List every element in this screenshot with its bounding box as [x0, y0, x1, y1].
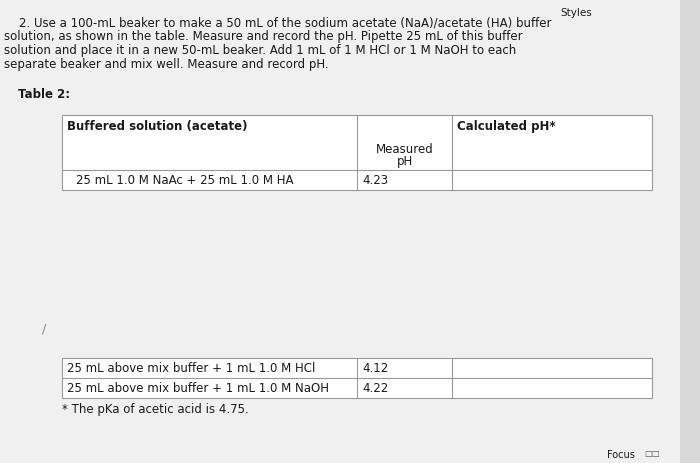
Text: Table 2:: Table 2:: [18, 88, 70, 101]
Text: Styles: Styles: [560, 8, 592, 18]
Text: □□: □□: [644, 449, 659, 458]
Text: 25 mL above mix buffer + 1 mL 1.0 M HCl: 25 mL above mix buffer + 1 mL 1.0 M HCl: [67, 362, 316, 375]
Text: pH: pH: [396, 155, 412, 168]
Text: 2. Use a 100-mL beaker to make a 50 mL of the sodium acetate (NaA)/acetate (HA) : 2. Use a 100-mL beaker to make a 50 mL o…: [4, 16, 552, 29]
Text: 4.23: 4.23: [362, 174, 388, 187]
Text: 4.22: 4.22: [362, 382, 389, 395]
Text: 25 mL 1.0 M NaAc + 25 mL 1.0 M HA: 25 mL 1.0 M NaAc + 25 mL 1.0 M HA: [76, 174, 293, 187]
Text: Calculated pH*: Calculated pH*: [457, 120, 556, 133]
Text: /: /: [42, 322, 46, 335]
Text: separate beaker and mix well. Measure and record pH.: separate beaker and mix well. Measure an…: [4, 58, 328, 71]
Text: Focus: Focus: [607, 450, 635, 460]
Bar: [62, 115, 652, 190]
Text: * The pKa of acetic acid is 4.75.: * The pKa of acetic acid is 4.75.: [62, 403, 248, 416]
Text: Measured: Measured: [376, 143, 433, 156]
Text: 25 mL above mix buffer + 1 mL 1.0 M NaOH: 25 mL above mix buffer + 1 mL 1.0 M NaOH: [67, 382, 329, 395]
Bar: [62, 358, 652, 398]
Text: Buffered solution (acetate): Buffered solution (acetate): [67, 120, 248, 133]
Text: 4.12: 4.12: [362, 362, 389, 375]
Text: solution, as shown in the table. Measure and record the pH. Pipette 25 mL of thi: solution, as shown in the table. Measure…: [4, 30, 523, 43]
Text: solution and place it in a new 50-mL beaker. Add 1 mL of 1 M HCl or 1 M NaOH to : solution and place it in a new 50-mL bea…: [4, 44, 517, 57]
